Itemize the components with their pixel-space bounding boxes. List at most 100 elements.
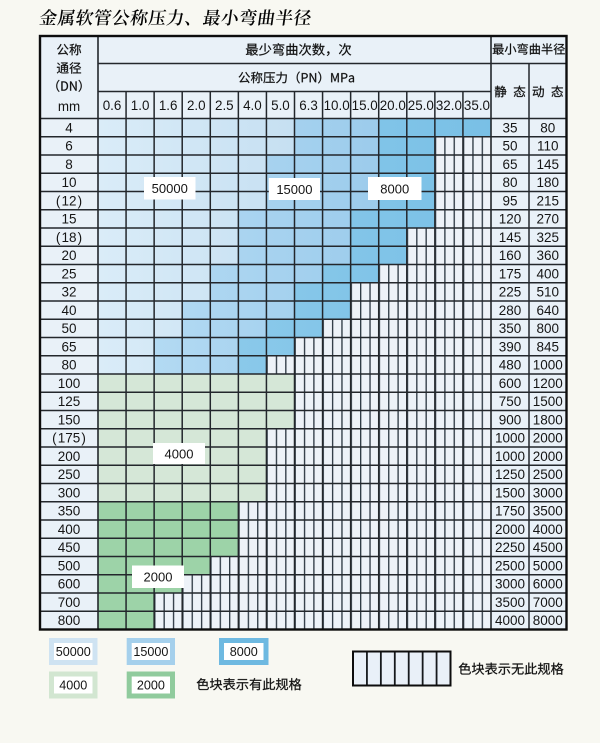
svg-text:50: 50: [502, 139, 517, 154]
svg-text:800: 800: [536, 321, 559, 336]
svg-text:1000: 1000: [495, 431, 525, 446]
svg-text:350: 350: [499, 321, 522, 336]
svg-text:3000: 3000: [533, 485, 563, 500]
svg-text:2500: 2500: [533, 467, 563, 482]
svg-text:20.0: 20.0: [380, 98, 406, 113]
svg-text:360: 360: [536, 248, 559, 263]
svg-text:8: 8: [65, 157, 73, 172]
svg-text:325: 325: [536, 230, 559, 245]
svg-text:390: 390: [499, 339, 522, 354]
svg-text:4000: 4000: [165, 446, 194, 461]
svg-text:0.6: 0.6: [103, 98, 122, 113]
svg-text:50: 50: [61, 321, 76, 336]
svg-text:2250: 2250: [495, 540, 525, 555]
svg-text:6: 6: [65, 139, 73, 154]
svg-text:32: 32: [61, 285, 76, 300]
svg-text:4500: 4500: [533, 540, 563, 555]
svg-text:5000: 5000: [533, 558, 563, 573]
svg-text:25: 25: [61, 266, 76, 281]
svg-text:1200: 1200: [533, 376, 563, 391]
svg-text:1000: 1000: [495, 449, 525, 464]
svg-text:8000: 8000: [380, 181, 409, 196]
svg-text:800: 800: [58, 613, 81, 628]
svg-text:mm: mm: [58, 99, 80, 114]
svg-text:( 175 ): ( 175 ): [52, 431, 86, 446]
svg-text:35.0: 35.0: [464, 98, 490, 113]
svg-text:4000: 4000: [59, 678, 87, 692]
svg-text:25.0: 25.0: [408, 98, 434, 113]
svg-text:2000: 2000: [533, 449, 563, 464]
svg-text:280: 280: [499, 303, 522, 318]
svg-text:4000: 4000: [495, 613, 525, 628]
svg-text:35: 35: [502, 120, 517, 135]
svg-text:8000: 8000: [533, 613, 563, 628]
svg-text:150: 150: [58, 412, 81, 427]
svg-text:2000: 2000: [144, 570, 173, 585]
svg-text:10.0: 10.0: [324, 98, 350, 113]
svg-text:7000: 7000: [533, 595, 563, 610]
svg-text:65: 65: [502, 157, 517, 172]
svg-text:3000: 3000: [495, 577, 525, 592]
svg-text:80: 80: [502, 175, 517, 190]
svg-text:510: 510: [536, 285, 559, 300]
svg-text:4000: 4000: [533, 522, 563, 537]
svg-text:160: 160: [499, 248, 522, 263]
svg-text:700: 700: [58, 595, 81, 610]
svg-text:1.0: 1.0: [131, 98, 150, 113]
svg-text:270: 270: [536, 212, 559, 227]
svg-text:95: 95: [502, 193, 517, 208]
svg-text:225: 225: [499, 285, 522, 300]
svg-text:32.0: 32.0: [436, 98, 462, 113]
svg-text:250: 250: [58, 467, 81, 482]
svg-text:40: 40: [61, 303, 76, 318]
svg-text:15.0: 15.0: [352, 98, 378, 113]
svg-text:1250: 1250: [495, 467, 525, 482]
svg-text:2500: 2500: [495, 558, 525, 573]
svg-text:2.5: 2.5: [215, 98, 234, 113]
svg-text:200: 200: [58, 449, 81, 464]
svg-text:4.0: 4.0: [243, 98, 262, 113]
svg-text:300: 300: [58, 485, 81, 500]
svg-text:2.0: 2.0: [187, 98, 206, 113]
svg-text:1500: 1500: [533, 394, 563, 409]
svg-text:640: 640: [536, 303, 559, 318]
svg-text:50000: 50000: [152, 181, 188, 196]
svg-text:215: 215: [536, 193, 559, 208]
svg-text:3500: 3500: [533, 504, 563, 519]
svg-text:6.3: 6.3: [299, 98, 318, 113]
svg-text:350: 350: [58, 504, 81, 519]
svg-text:750: 750: [499, 394, 522, 409]
svg-text:2000: 2000: [533, 431, 563, 446]
svg-text:100: 100: [58, 376, 81, 391]
svg-text:2000: 2000: [495, 522, 525, 537]
svg-text:145: 145: [536, 157, 559, 172]
svg-text:1000: 1000: [533, 358, 563, 373]
svg-text:1800: 1800: [533, 412, 563, 427]
svg-text:180: 180: [536, 175, 559, 190]
svg-text:600: 600: [58, 577, 81, 592]
svg-text:50000: 50000: [56, 645, 91, 659]
svg-text:1.6: 1.6: [159, 98, 178, 113]
svg-text:3500: 3500: [495, 595, 525, 610]
svg-text:4: 4: [65, 120, 73, 135]
svg-text:110: 110: [537, 139, 559, 154]
svg-text:1750: 1750: [495, 504, 525, 519]
svg-text:20: 20: [61, 248, 76, 263]
svg-text:80: 80: [540, 120, 555, 135]
svg-text:400: 400: [536, 266, 559, 281]
svg-text:1500: 1500: [495, 485, 525, 500]
svg-text:10: 10: [61, 175, 76, 190]
svg-text:120: 120: [499, 212, 522, 227]
svg-text:480: 480: [499, 358, 522, 373]
svg-text:600: 600: [499, 376, 522, 391]
svg-text:125: 125: [58, 394, 81, 409]
svg-text:65: 65: [61, 339, 76, 354]
svg-text:15000: 15000: [276, 182, 312, 197]
svg-text:8000: 8000: [230, 645, 258, 659]
svg-text:2000: 2000: [137, 678, 165, 692]
svg-text:5.0: 5.0: [271, 98, 290, 113]
svg-text:900: 900: [499, 412, 522, 427]
svg-text:15: 15: [61, 212, 76, 227]
svg-text:6000: 6000: [533, 577, 563, 592]
svg-text:450: 450: [58, 540, 81, 555]
